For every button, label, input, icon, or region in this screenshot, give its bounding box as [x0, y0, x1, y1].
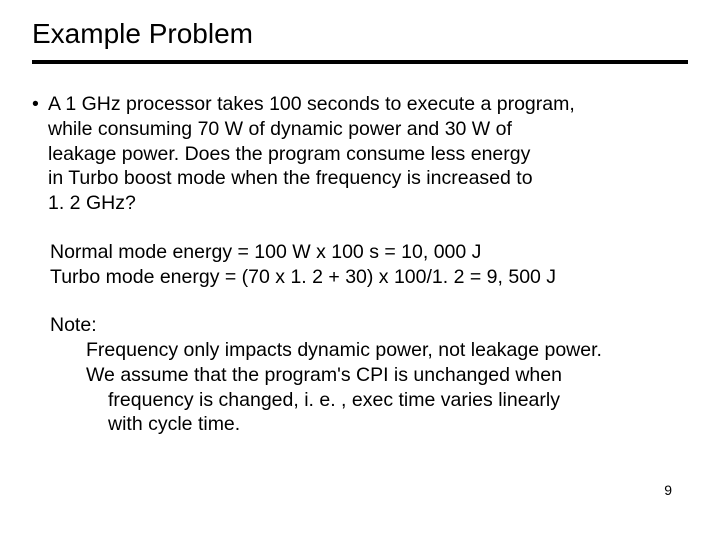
problem-line: while consuming 70 W of dynamic power an…	[48, 117, 575, 142]
calc-line: Normal mode energy = 100 W x 100 s = 10,…	[50, 240, 688, 265]
slide-title: Example Problem	[32, 18, 688, 50]
problem-line: in Turbo boost mode when the frequency i…	[48, 166, 575, 191]
problem-line: leakage power. Does the program consume …	[48, 142, 575, 167]
spacer	[32, 216, 688, 240]
note-block: Note:	[32, 313, 688, 338]
note-line: We assume that the program's CPI is unch…	[86, 363, 688, 388]
problem-line: A 1 GHz processor takes 100 seconds to e…	[48, 92, 575, 117]
slide-body: • A 1 GHz processor takes 100 seconds to…	[32, 92, 688, 437]
problem-text: A 1 GHz processor takes 100 seconds to e…	[48, 92, 575, 216]
spacer	[32, 289, 688, 313]
bullet-icon: •	[32, 92, 48, 117]
title-underline	[32, 60, 688, 64]
calc-line: Turbo mode energy = (70 x 1. 2 + 30) x 1…	[50, 265, 688, 290]
note-heading: Note:	[50, 313, 688, 338]
slide: Example Problem • A 1 GHz processor take…	[0, 0, 720, 540]
problem-line: 1. 2 GHz?	[48, 191, 575, 216]
note-body: Frequency only impacts dynamic power, no…	[32, 338, 688, 388]
page-number: 9	[664, 482, 672, 498]
problem-block: • A 1 GHz processor takes 100 seconds to…	[32, 92, 688, 216]
note-body-indent: frequency is changed, i. e. , exec time …	[32, 388, 688, 438]
note-line: frequency is changed, i. e. , exec time …	[108, 388, 688, 413]
note-line: Frequency only impacts dynamic power, no…	[86, 338, 688, 363]
note-line: with cycle time.	[108, 412, 688, 437]
calc-block: Normal mode energy = 100 W x 100 s = 10,…	[32, 240, 688, 290]
